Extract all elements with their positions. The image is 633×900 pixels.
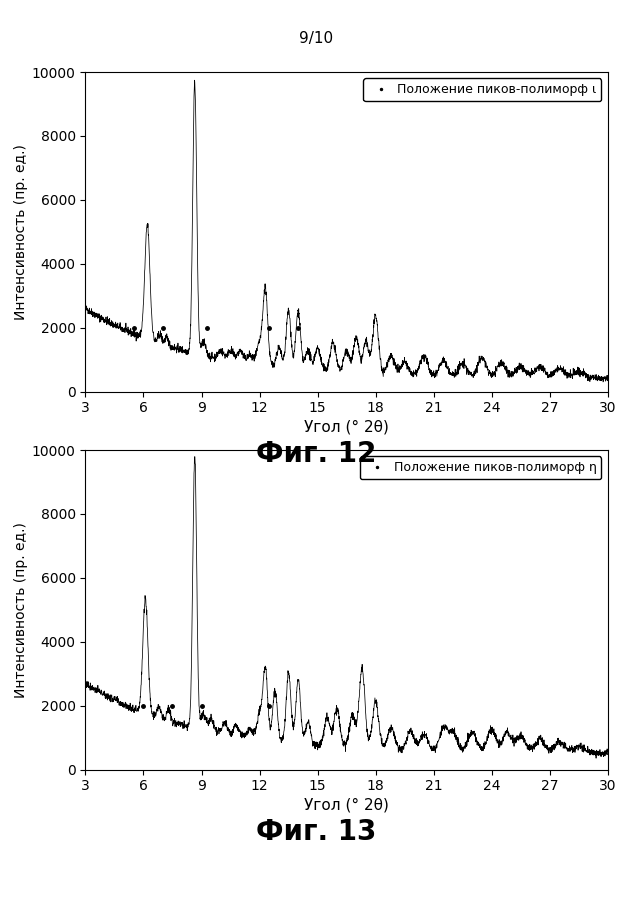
Legend: Положение пиков-полиморф η: Положение пиков-полиморф η (360, 456, 601, 479)
Y-axis label: Интенсивность (пр. ед.): Интенсивность (пр. ед.) (14, 522, 28, 698)
X-axis label: Угол (° 2θ): Угол (° 2θ) (304, 419, 389, 435)
Y-axis label: Интенсивность (пр. ед.): Интенсивность (пр. ед.) (14, 144, 28, 320)
X-axis label: Угол (° 2θ): Угол (° 2θ) (304, 797, 389, 813)
Legend: Положение пиков-полиморф ι: Положение пиков-полиморф ι (363, 78, 601, 102)
Text: Фиг. 13: Фиг. 13 (256, 818, 377, 847)
Text: Фиг. 12: Фиг. 12 (256, 440, 377, 469)
Text: 9/10: 9/10 (299, 32, 334, 47)
